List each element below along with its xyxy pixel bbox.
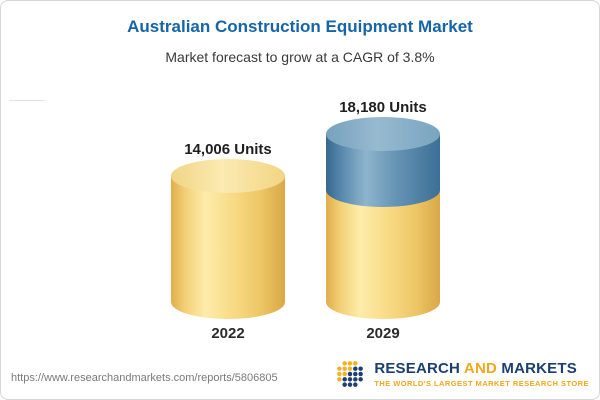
report-url-link[interactable]: https://www.researchandmarkets.com/repor…	[11, 372, 278, 384]
bar-2029-top	[326, 117, 440, 151]
gridline	[9, 100, 45, 101]
bar-2022-body	[171, 176, 285, 319]
bar-2029	[326, 117, 440, 319]
globe-icon	[337, 361, 364, 387]
brand-word-markets: MARKETS	[501, 359, 577, 377]
axis-label-2022: 2022	[211, 325, 245, 342]
axis-label-2029: 2029	[366, 325, 400, 342]
brand-word-and: AND	[463, 359, 498, 377]
brand-tagline: THE WORLD'S LARGEST MARKET RESEARCH STOR…	[374, 378, 589, 388]
brand-logo: RESEARCH AND MARKETS THE WORLD'S LARGEST…	[333, 357, 589, 391]
bar-2022-top	[171, 159, 285, 193]
value-label-2022: 14,006 Units	[184, 141, 272, 158]
chart-subtitle: Market forecast to grow at a CAGR of 3.8…	[165, 49, 435, 65]
brand-text-block: RESEARCH AND MARKETS THE WORLD'S LARGEST…	[374, 359, 589, 388]
brand-name: RESEARCH AND MARKETS	[374, 359, 589, 377]
bar-2022	[171, 159, 285, 319]
brand-word-research: RESEARCH	[374, 359, 461, 377]
chart-title: Australian Construction Equipment Market	[127, 17, 473, 36]
value-label-2029: 18,180 Units	[339, 99, 427, 116]
